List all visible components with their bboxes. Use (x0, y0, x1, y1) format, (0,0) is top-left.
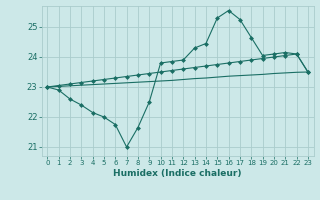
X-axis label: Humidex (Indice chaleur): Humidex (Indice chaleur) (113, 169, 242, 178)
